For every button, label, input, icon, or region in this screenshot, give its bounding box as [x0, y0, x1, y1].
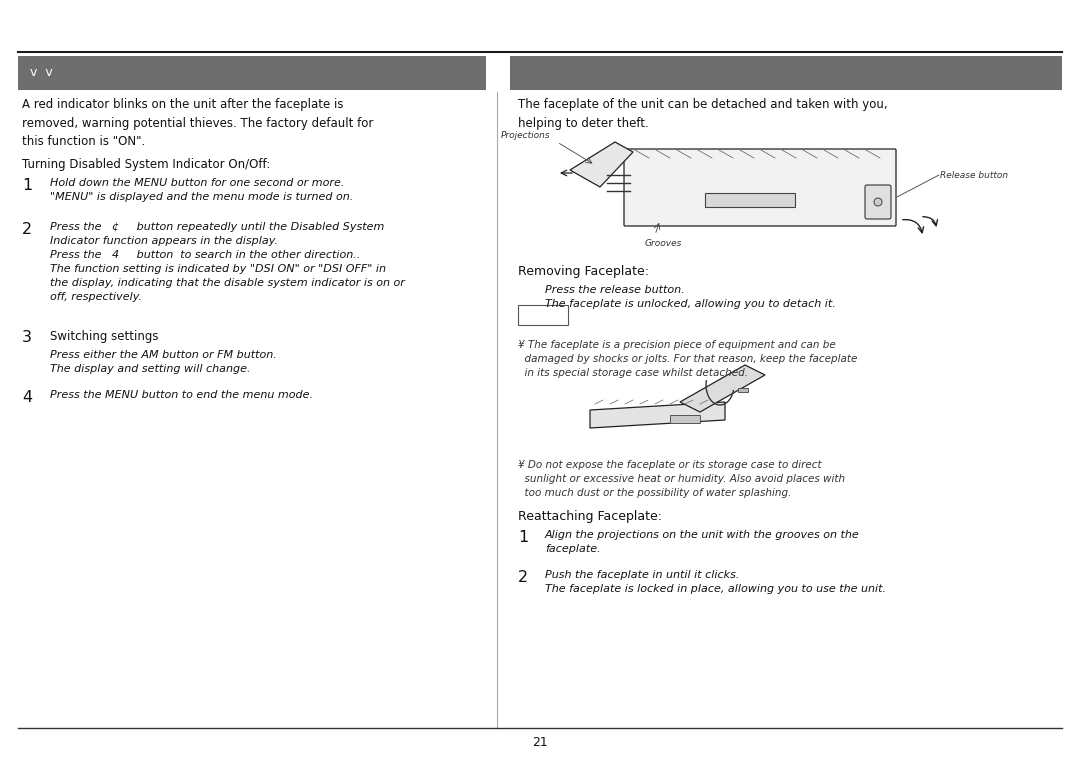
Text: Hold down the MENU button for one second or more.
"MENU" is displayed and the me: Hold down the MENU button for one second…	[50, 178, 353, 202]
Text: ¥ Do not expose the faceplate or its storage case to direct
  sunlight or excess: ¥ Do not expose the faceplate or its sto…	[518, 460, 846, 498]
Polygon shape	[590, 402, 725, 428]
Text: Reattaching Faceplate:: Reattaching Faceplate:	[518, 510, 662, 523]
Text: 2: 2	[518, 570, 528, 585]
Text: 1: 1	[22, 178, 32, 193]
Text: 4: 4	[22, 390, 32, 405]
Bar	[510, 56, 1062, 90]
Text: Projections: Projections	[500, 131, 550, 140]
FancyBboxPatch shape	[865, 185, 891, 219]
Text: A red indicator blinks on the unit after the faceplate is
removed, warning poten: A red indicator blinks on the unit after…	[22, 98, 374, 148]
Text: Press the MENU button to end the menu mode.: Press the MENU button to end the menu mo…	[50, 390, 313, 400]
Text: Push the faceplate in until it clicks.
The faceplate is locked in place, allowin: Push the faceplate in until it clicks. T…	[545, 570, 886, 594]
Bar	[518, 305, 568, 325]
Text: Grooves: Grooves	[645, 239, 683, 248]
Text: Align the projections on the unit with the grooves on the
faceplate.: Align the projections on the unit with t…	[545, 530, 860, 554]
Text: ¥ The faceplate is a precision piece of equipment and can be
  damaged by shocks: ¥ The faceplate is a precision piece of …	[518, 340, 858, 378]
Polygon shape	[570, 142, 633, 187]
Text: 2: 2	[22, 222, 32, 237]
Bar	[705, 193, 795, 207]
Text: Press either the AM button or FM button.
The display and setting will change.: Press either the AM button or FM button.…	[50, 350, 276, 374]
Text: Removing Faceplate:: Removing Faceplate:	[518, 265, 649, 278]
Text: v  v: v v	[30, 67, 53, 80]
Text: 21: 21	[532, 736, 548, 749]
Polygon shape	[680, 365, 765, 412]
Text: 1: 1	[518, 530, 528, 545]
Text: Press the   ¢     button repeatedly until the Disabled System
Indicator function: Press the ¢ button repeatedly until the …	[50, 222, 405, 302]
Text: The faceplate of the unit can be detached and taken with you,
helping to deter t: The faceplate of the unit can be detache…	[518, 98, 888, 129]
Bar	[738, 388, 748, 392]
FancyBboxPatch shape	[624, 149, 896, 226]
Circle shape	[874, 198, 882, 206]
Text: Switching settings: Switching settings	[50, 330, 159, 343]
Bar	[18, 56, 486, 90]
Text: Release button: Release button	[940, 170, 1008, 179]
Text: Press the release button.
The faceplate is unlocked, allowing you to detach it.: Press the release button. The faceplate …	[545, 285, 836, 309]
Text: 3: 3	[22, 330, 32, 345]
Text: Turning Disabled System Indicator On/Off:: Turning Disabled System Indicator On/Off…	[22, 158, 270, 171]
Bar	[670, 415, 700, 423]
